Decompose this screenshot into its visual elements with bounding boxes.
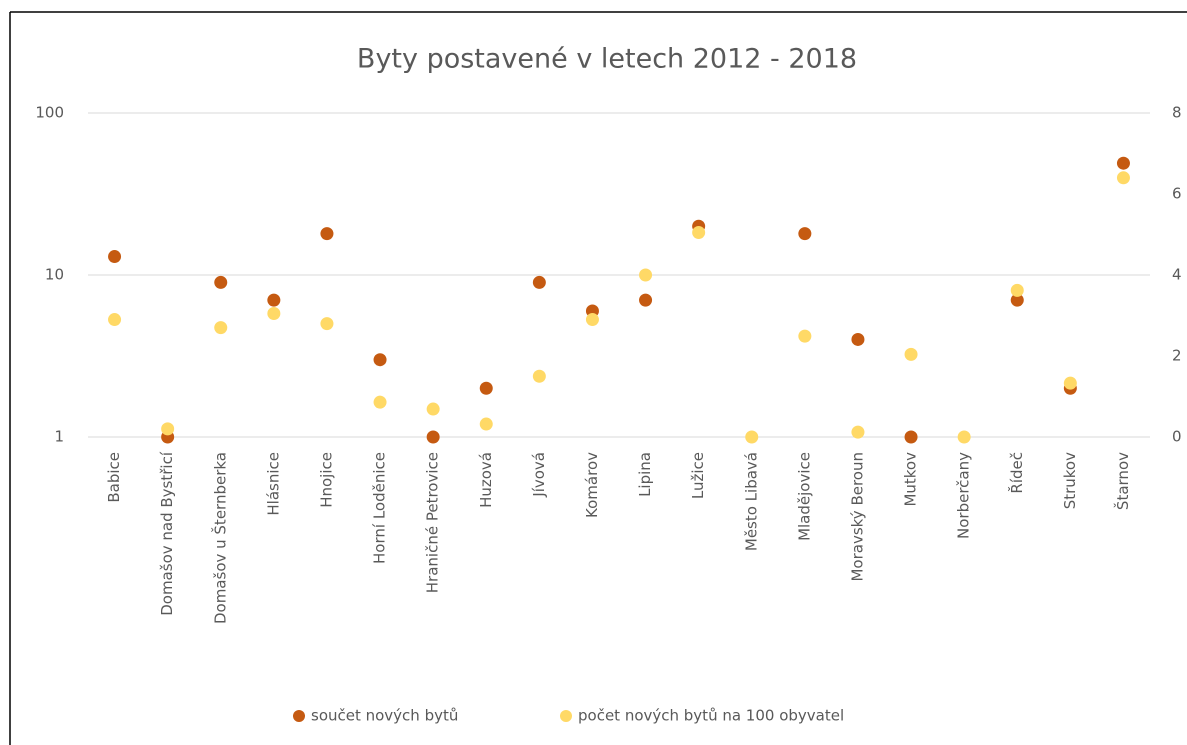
data-point — [267, 306, 281, 320]
data-point — [426, 430, 440, 444]
y2-tick-label: 0 — [1172, 428, 1182, 446]
data-point — [373, 353, 387, 367]
data-point — [1010, 293, 1024, 307]
data-point — [320, 317, 334, 331]
data-point — [1063, 376, 1077, 390]
data-point — [426, 402, 440, 416]
x-tick-label: Mladějovice — [795, 452, 813, 541]
x-tick-label: Lužice — [689, 452, 707, 499]
data-point — [1116, 171, 1130, 185]
data-point — [957, 430, 971, 444]
data-point — [1010, 283, 1024, 297]
data-point — [108, 250, 122, 264]
legend-marker — [560, 710, 572, 722]
data-point — [639, 268, 653, 282]
data-point — [692, 225, 706, 239]
data-point — [267, 293, 281, 307]
x-tick-label: Horní Loděnice — [371, 452, 389, 564]
data-point — [373, 395, 387, 409]
legend-marker — [293, 710, 305, 722]
x-tick-label: Město Libavá — [742, 452, 760, 551]
x-tick-label: Moravský Beroun — [848, 452, 866, 582]
data-point — [479, 417, 493, 431]
data-point — [798, 329, 812, 343]
x-tick-label: Hraničné Petrovice — [424, 452, 442, 593]
x-tick-label: Domašov nad Bystřicí — [158, 451, 176, 616]
x-tick-label: Hlásnice — [264, 452, 282, 516]
x-tick-label: Mutkov — [902, 452, 920, 507]
x-tick-label: Hnojice — [317, 452, 335, 508]
y-tick-label: 100 — [35, 104, 64, 122]
data-point — [161, 422, 175, 436]
data-point — [108, 313, 122, 327]
data-point — [851, 425, 865, 439]
data-point — [904, 347, 918, 361]
y-tick-label: 10 — [45, 266, 64, 284]
data-point — [851, 332, 865, 346]
x-tick-label: Lipina — [636, 452, 654, 497]
data-point — [479, 381, 493, 395]
x-tick-label: Domašov u Šternberka — [210, 452, 229, 624]
data-point — [745, 430, 759, 444]
data-point — [320, 227, 334, 241]
x-tick-label: Štarnov — [1113, 452, 1132, 510]
data-point — [214, 275, 228, 289]
y2-tick-label: 2 — [1172, 347, 1182, 365]
x-tick-label: Norberčany — [955, 452, 973, 539]
legend-label: součet nových bytů — [311, 707, 458, 725]
data-point — [532, 275, 546, 289]
data-point — [585, 313, 599, 327]
legend-label: počet nových bytů na 100 obyvatel — [578, 707, 844, 725]
data-point — [639, 293, 653, 307]
data-point — [1116, 156, 1130, 170]
y2-tick-label: 4 — [1172, 266, 1182, 284]
x-tick-label: Jívová — [530, 452, 548, 498]
data-point — [532, 369, 546, 383]
data-point — [904, 430, 918, 444]
data-point — [214, 321, 228, 335]
data-point — [798, 227, 812, 241]
y-tick-label: 1 — [54, 428, 64, 446]
y2-tick-label: 8 — [1172, 104, 1182, 122]
x-tick-label: Babice — [105, 452, 123, 503]
x-tick-label: Řídeč — [1007, 452, 1026, 494]
y2-tick-label: 6 — [1172, 185, 1182, 203]
x-tick-label: Strukov — [1061, 452, 1079, 509]
x-tick-label: Komárov — [583, 452, 601, 518]
x-tick-label: Huzová — [477, 452, 495, 508]
chart-title: Byty postavené v letech 2012 - 2018 — [357, 44, 857, 75]
